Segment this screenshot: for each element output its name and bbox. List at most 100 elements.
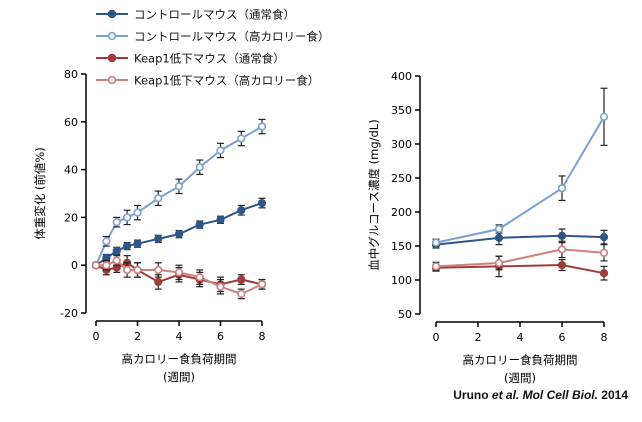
y-tick-label: 50 bbox=[398, 308, 412, 321]
y-tick-label: 150 bbox=[391, 240, 412, 253]
citation: Uruno et al. Mol Cell Biol. 2014 bbox=[453, 388, 628, 402]
data-point bbox=[154, 265, 163, 275]
legend: コントロールマウス（通常食） コントロールマウス（高カロリー食） Keap1低下マウ… bbox=[96, 8, 330, 88]
x-tick-label: 6 bbox=[217, 330, 224, 343]
x-axis-label-unit: (週間) bbox=[504, 371, 536, 385]
y-tick-label: 0 bbox=[71, 259, 78, 272]
citation-year: 2014 bbox=[601, 388, 628, 402]
data-point bbox=[195, 273, 204, 282]
x-tick-label: 4 bbox=[517, 331, 524, 344]
legend-marker bbox=[107, 53, 117, 63]
data-point bbox=[133, 208, 142, 217]
data-point bbox=[237, 275, 246, 284]
series-0 bbox=[431, 228, 609, 249]
data-point bbox=[174, 230, 184, 239]
data-point bbox=[494, 233, 504, 242]
data-point bbox=[257, 122, 267, 131]
y-tick-label: 100 bbox=[391, 274, 412, 287]
data-point bbox=[599, 269, 609, 278]
legend-label: Keap1低下マウス（高カロリー食） bbox=[134, 74, 319, 88]
data-point bbox=[102, 237, 111, 246]
data-point bbox=[216, 215, 225, 224]
citation-etal: et al. bbox=[491, 388, 520, 402]
y-tick-label: -20 bbox=[60, 307, 78, 320]
legend-label: コントロールマウス（通常食） bbox=[134, 8, 295, 22]
data-point bbox=[557, 245, 567, 254]
x-tick-label: 8 bbox=[259, 330, 266, 343]
x-tick-label: 4 bbox=[176, 330, 183, 343]
data-point bbox=[237, 206, 246, 215]
chart-body-weight: -20 0 20 40 60 80 0 2 4 6 8 高カロリー食負荷期間 (週間) 体重変化 (前値%… bbox=[33, 68, 267, 384]
series-1 bbox=[91, 118, 267, 270]
x-tick-label: 2 bbox=[134, 330, 141, 343]
data-point bbox=[431, 238, 441, 247]
citation-authors: Uruno bbox=[453, 388, 489, 402]
data-point bbox=[557, 184, 567, 193]
data-point bbox=[599, 233, 609, 242]
data-point bbox=[237, 289, 246, 298]
series-line bbox=[95, 125, 263, 266]
data-point bbox=[123, 213, 132, 222]
data-point bbox=[154, 277, 163, 287]
data-point bbox=[174, 182, 184, 191]
data-point bbox=[102, 261, 111, 270]
data-point bbox=[154, 234, 163, 244]
series-0 bbox=[91, 197, 267, 270]
series-3 bbox=[431, 240, 609, 272]
legend-marker bbox=[107, 75, 117, 85]
series-line bbox=[435, 264, 605, 275]
data-point bbox=[123, 241, 132, 251]
y-tick-label: 400 bbox=[391, 70, 412, 83]
x-axis-label-unit: (週間) bbox=[163, 370, 195, 384]
data-point bbox=[257, 280, 267, 289]
y-tick-label: 250 bbox=[391, 172, 412, 185]
data-point bbox=[257, 198, 267, 208]
data-point bbox=[237, 134, 246, 143]
data-point bbox=[195, 220, 204, 229]
y-tick-label: 20 bbox=[64, 211, 78, 224]
x-tick-label: 2 bbox=[475, 331, 482, 344]
data-point bbox=[431, 262, 441, 271]
x-axis-label: 高カロリー食負荷期間 bbox=[122, 352, 237, 366]
series-3 bbox=[91, 255, 267, 300]
data-point bbox=[112, 246, 121, 255]
series-line bbox=[435, 116, 605, 244]
data-point bbox=[494, 258, 504, 268]
legend-label: コントロールマウス（高カロリー食） bbox=[134, 30, 330, 44]
legend-marker bbox=[107, 31, 117, 41]
data-point bbox=[123, 265, 132, 275]
data-point bbox=[195, 163, 204, 172]
data-point bbox=[112, 256, 121, 265]
series-line bbox=[435, 248, 605, 268]
data-point bbox=[599, 248, 609, 257]
y-tick-label: 300 bbox=[391, 138, 412, 151]
x-tick-label: 8 bbox=[601, 331, 608, 344]
x-axis-label: 高カロリー食負荷期間 bbox=[463, 353, 578, 367]
y-axis-label: 体重変化 (前値%) bbox=[33, 147, 47, 240]
data-point bbox=[599, 112, 609, 121]
data-point bbox=[216, 282, 225, 291]
data-point bbox=[557, 231, 567, 240]
data-point bbox=[494, 224, 504, 234]
y-tick-label: 80 bbox=[64, 68, 78, 81]
x-tick-label: 6 bbox=[559, 331, 566, 344]
series-2 bbox=[431, 255, 609, 281]
data-point bbox=[216, 146, 225, 155]
data-point bbox=[174, 268, 184, 277]
y-axis-label: 血中グルコース濃度 (mg/dL) bbox=[367, 119, 381, 270]
series-1 bbox=[431, 87, 609, 247]
legend-label: Keap1低下マウス（通常食） bbox=[134, 52, 285, 66]
data-point bbox=[91, 261, 101, 270]
data-point bbox=[557, 260, 567, 270]
data-point bbox=[133, 239, 142, 248]
chart-blood-glucose: 50 100 150 200 250 300 350 400 0 2 4 6 8 高カロリー食負荷期間 (週… bbox=[367, 70, 609, 385]
y-tick-label: 350 bbox=[391, 104, 412, 117]
y-tick-label: 200 bbox=[391, 206, 412, 219]
x-tick-label: 0 bbox=[433, 331, 440, 344]
y-tick-label: 40 bbox=[64, 164, 78, 177]
data-point bbox=[154, 194, 163, 203]
legend-marker bbox=[107, 9, 117, 19]
x-tick-label: 0 bbox=[93, 330, 100, 343]
